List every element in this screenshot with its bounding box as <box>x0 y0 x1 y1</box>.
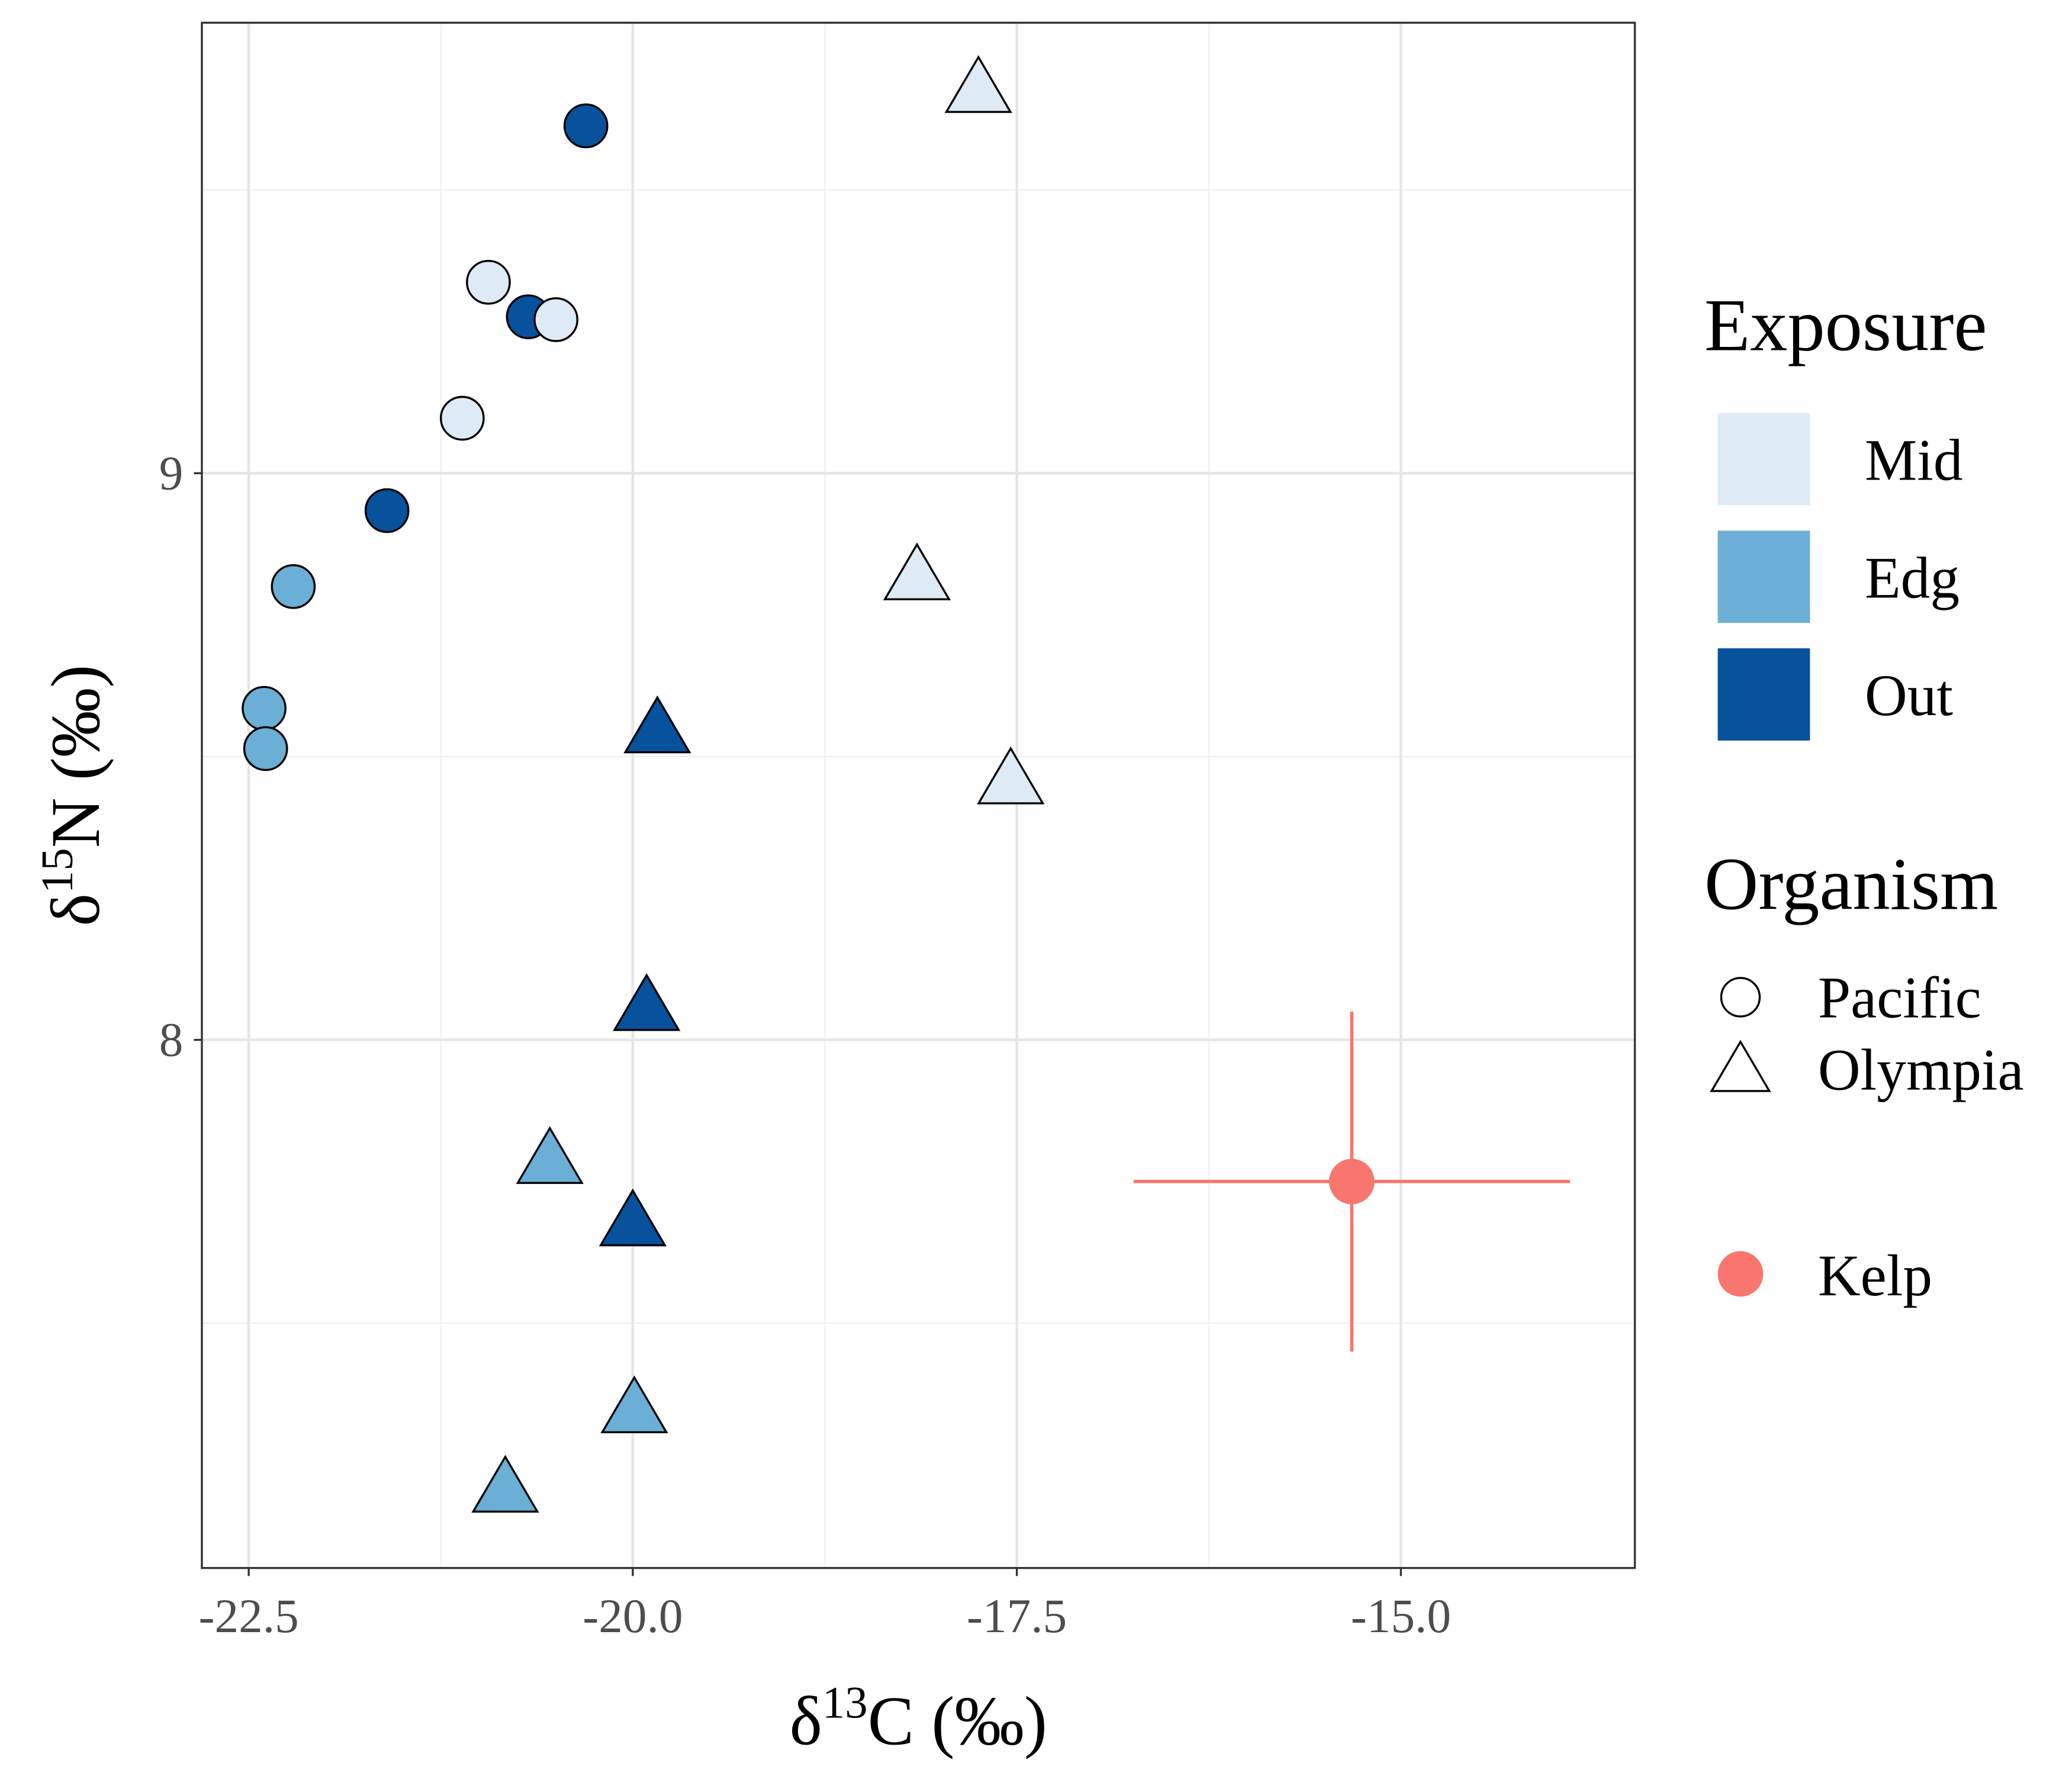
point <box>623 695 691 754</box>
point <box>944 55 1012 113</box>
plot-border <box>201 21 1636 1569</box>
legend-label: Kelp <box>1818 1243 1932 1308</box>
x-tick-label: -22.5 <box>199 1590 299 1643</box>
y-tick-label: 9 <box>159 446 184 500</box>
legend-label: Mid <box>1865 428 1963 493</box>
point <box>533 297 578 342</box>
legend-title: Organism <box>1704 842 1998 925</box>
legend-label: Out <box>1865 663 1953 728</box>
point <box>516 1126 584 1184</box>
x-tick-label: -15.0 <box>1351 1590 1451 1643</box>
legend-label: Pacific <box>1818 965 1981 1030</box>
x-axis-label-part: C (‰) <box>868 1683 1047 1760</box>
legend-key <box>1710 1040 1771 1092</box>
legend-key <box>1717 1251 1764 1297</box>
x-tick-label: -17.5 <box>967 1590 1067 1643</box>
x-tick-label: -20.0 <box>583 1590 683 1643</box>
legend-label: Olympia <box>1818 1037 2024 1102</box>
point <box>883 542 951 600</box>
legend-label: Edg <box>1865 545 1960 610</box>
point <box>440 395 485 441</box>
legend-key <box>1717 530 1810 623</box>
legend-title: Exposure <box>1704 284 1987 367</box>
y-axis-label: δ15N (‰) <box>32 665 114 926</box>
legend-key <box>1717 413 1810 506</box>
point <box>364 488 410 533</box>
legend-key <box>1717 648 1810 741</box>
point <box>271 564 316 609</box>
legend-key <box>1720 977 1761 1018</box>
point <box>977 746 1045 805</box>
point <box>613 973 681 1031</box>
point <box>563 103 609 149</box>
y-axis-label-sup: 15 <box>32 848 82 893</box>
kelp-point <box>1328 1159 1375 1205</box>
point <box>466 259 511 305</box>
x-axis-label-sup: 13 <box>822 1678 868 1728</box>
y-axis-label-part: N (‰) <box>37 665 114 848</box>
point <box>599 1188 667 1247</box>
point <box>471 1455 539 1513</box>
x-axis-label-part: δ <box>790 1683 822 1760</box>
point <box>600 1375 668 1434</box>
point <box>242 686 287 731</box>
plot-background <box>201 22 1635 1568</box>
x-axis-label: δ13C (‰) <box>790 1678 1047 1760</box>
y-tick-label: 8 <box>159 1014 184 1067</box>
point <box>243 726 288 771</box>
y-axis-label-part: δ <box>37 893 114 926</box>
